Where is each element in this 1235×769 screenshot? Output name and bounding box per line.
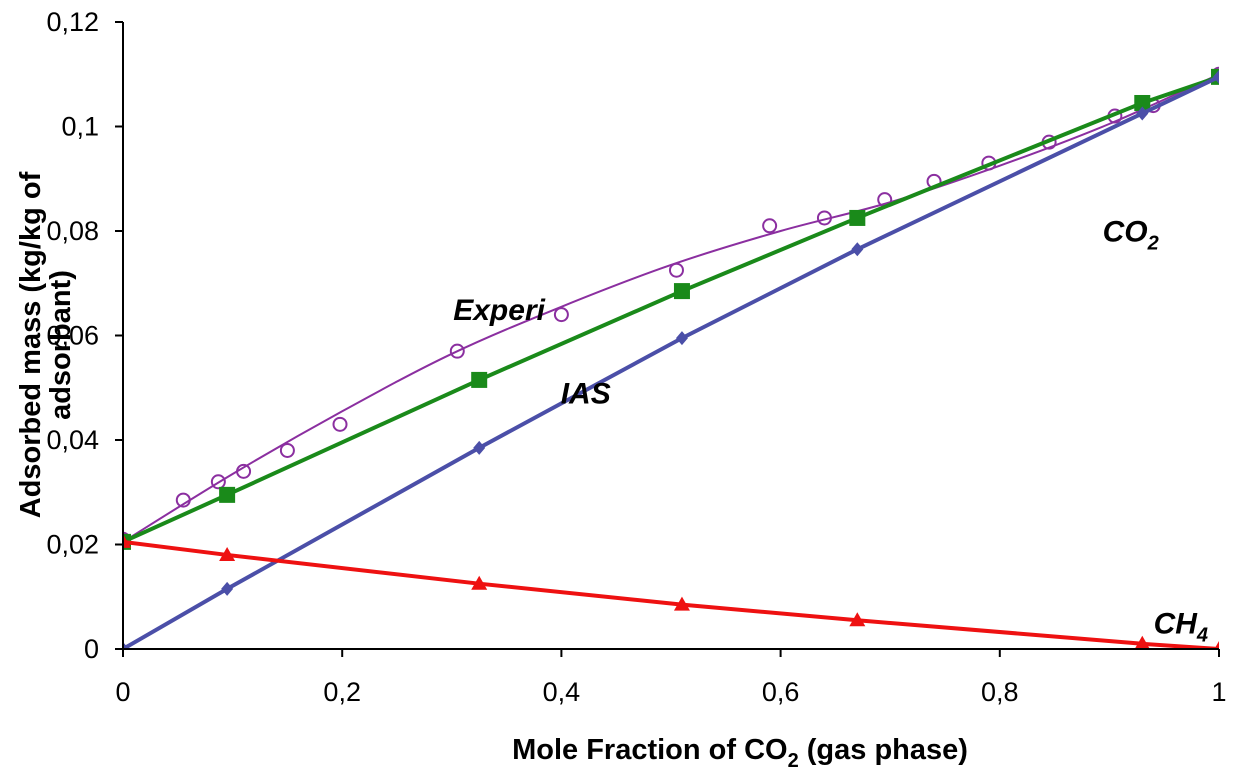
data-point-diamond	[851, 242, 864, 257]
annotation-label: CO2	[1103, 215, 1159, 254]
y-tick-label: 0,08	[46, 216, 99, 246]
data-point-square	[849, 209, 866, 226]
y-tick-label: 0,06	[46, 321, 99, 351]
data-point-square	[219, 486, 236, 503]
data-point-diamond	[1213, 69, 1219, 84]
data-point-triangle	[849, 612, 866, 627]
data-point-circle	[332, 416, 348, 432]
y-tick-label: 0	[84, 634, 99, 664]
x-tick-label: 0,2	[323, 677, 361, 707]
x-tick-label: 1	[1211, 677, 1226, 707]
x-tick-label: 0,8	[981, 677, 1019, 707]
x-tick-label: 0	[115, 677, 130, 707]
x-tick-label: 0,4	[543, 677, 581, 707]
series-2	[123, 69, 1219, 649]
x-tick-label: 0,6	[762, 677, 800, 707]
data-point-diamond	[123, 642, 129, 649]
data-point-circle	[762, 218, 778, 234]
data-point-square	[673, 283, 690, 300]
ticks-layer: 0 0,02 0,04 0,06 0,08 0,1 0,12 0 0,2 0,4 0,6 0,8 1	[46, 7, 1226, 707]
data-point-diamond	[473, 440, 486, 455]
data-point-square	[1134, 94, 1151, 111]
series-3-line	[123, 539, 1219, 649]
data-point-circle	[279, 442, 295, 458]
annotation-label: Experi	[453, 294, 545, 327]
data-point-circle	[236, 463, 252, 479]
data-point-triangle	[123, 533, 131, 548]
data-point-triangle	[1134, 635, 1150, 649]
y-axis-title-line2: adsorbant)	[45, 270, 77, 420]
series-3	[123, 533, 1219, 649]
data-point-circle	[175, 492, 191, 508]
data-point-circle	[668, 262, 684, 278]
data-point-diamond	[221, 581, 234, 596]
data-point-diamond	[675, 331, 688, 346]
data-point-square	[471, 371, 488, 388]
y-axis-title-line1: Adsorbed mass (kg/kg of	[15, 171, 47, 518]
series-0-fit-curve	[123, 73, 1219, 543]
y-tick-label: 0,04	[46, 425, 99, 455]
y-axis-title: Adsorbed mass (kg/kg of adsorbant)	[15, 171, 77, 518]
annotation-label: CH4	[1154, 607, 1208, 646]
annotation-label: IAS	[561, 377, 611, 410]
data-point-triangle	[673, 596, 690, 611]
data-point-circle	[449, 343, 465, 359]
series-0	[123, 66, 1219, 547]
data-point-triangle	[1214, 641, 1219, 649]
data-point-triangle	[471, 575, 488, 590]
series-1	[123, 68, 1219, 550]
x-axis-title: Mole Fraction of CO2 (gas phase)	[512, 734, 968, 769]
annotations-layer: Experi IAS CO2 CH4	[453, 215, 1208, 646]
series-layer	[123, 66, 1219, 649]
y-tick-label: 0,1	[61, 112, 99, 142]
data-point-circle	[210, 474, 226, 490]
data-point-triangle	[219, 546, 236, 561]
data-point-circle	[553, 307, 569, 323]
y-tick-label: 0,02	[46, 530, 99, 560]
data-point-diamond	[1136, 106, 1149, 121]
y-tick-label: 0,12	[46, 7, 99, 37]
data-point-circle	[816, 210, 832, 226]
